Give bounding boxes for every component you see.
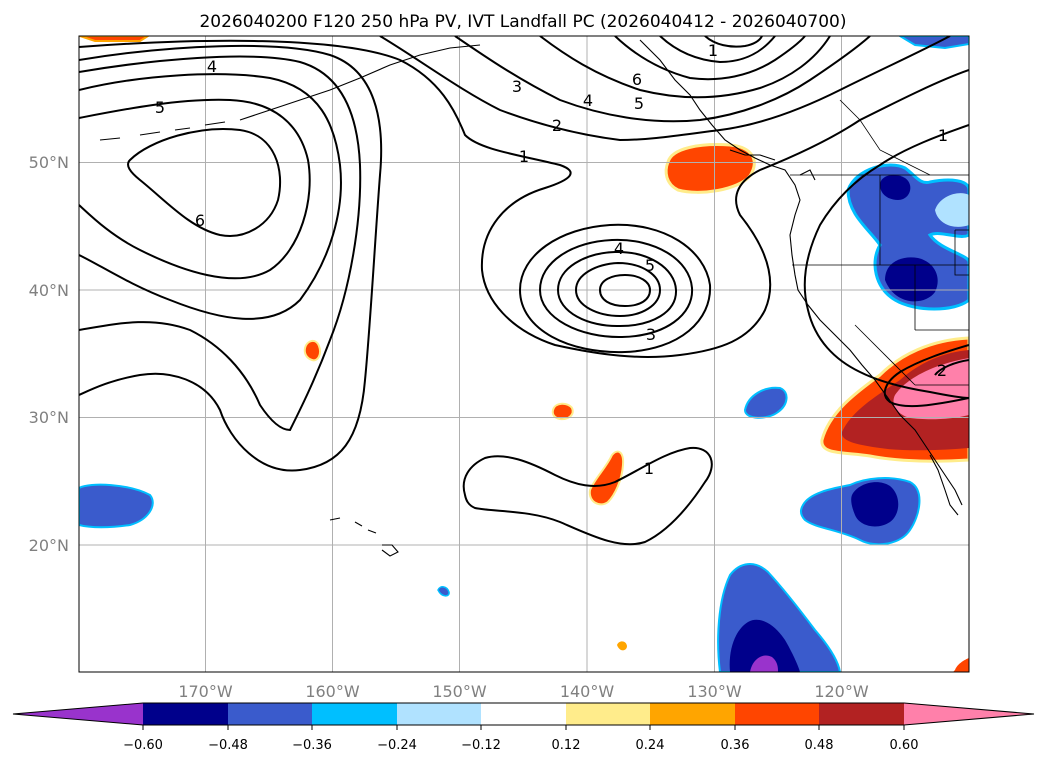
- state-borders: [790, 99, 969, 386]
- lat-label: 20°N: [29, 536, 69, 555]
- contour-label: 2: [937, 361, 947, 380]
- colorbar-tick-label: 0.60: [890, 738, 919, 753]
- contour-label: 4: [207, 57, 217, 76]
- negative-anomaly-region: [437, 586, 450, 597]
- colorbar-swatch: [143, 703, 228, 725]
- positive-anomaly-core: [893, 358, 969, 420]
- contour-label: 5: [155, 98, 165, 117]
- contour-label: 4: [583, 91, 593, 110]
- positive-anomaly-region: [303, 340, 322, 362]
- colorbar-swatch: [13, 703, 143, 725]
- lon-label: 120°W: [814, 682, 869, 701]
- colorbar-tick-label: −0.48: [208, 738, 248, 753]
- figure-title: 2026040200 F120 250 hPa PV, IVT Landfall…: [199, 12, 846, 32]
- colorbar-tick-label: −0.60: [123, 738, 163, 753]
- colorbar-swatch: [735, 703, 819, 725]
- colorbar-ticks: [142, 725, 905, 730]
- positive-anomaly-region: [953, 658, 969, 672]
- positive-anomaly-region: [617, 641, 627, 651]
- colorbar-tick-label: 0.12: [552, 738, 581, 753]
- contour-label: 1: [708, 41, 718, 60]
- colorbar-tick-label: −0.36: [292, 738, 332, 753]
- lon-label: 150°W: [432, 682, 487, 701]
- lat-label: 30°N: [29, 408, 69, 427]
- colorbar-swatch: [481, 703, 566, 725]
- negative-anomaly-extreme: [750, 655, 778, 672]
- longitude-labels: 170°W 160°W 150°W 140°W 130°W 120°W: [178, 682, 869, 701]
- positive-anomaly-region: [551, 402, 574, 421]
- colorbar-swatch: [819, 703, 904, 725]
- contour-labels: 4 5 6 3 4 2 1 1 6 5 4 5 3 1 1 2: [155, 41, 948, 478]
- colorbar-tick-label: −0.24: [377, 738, 417, 753]
- contour-label: 3: [512, 77, 522, 96]
- contour-label: 1: [519, 147, 529, 166]
- contour-label: 5: [645, 256, 655, 275]
- colorbar-tick-label: 0.48: [805, 738, 834, 753]
- positive-anomaly-region: [588, 450, 625, 506]
- colorbar-swatch: [312, 703, 397, 725]
- negative-anomaly-core: [729, 619, 800, 672]
- colorbar-swatch: [566, 703, 650, 725]
- latitude-labels: 50°N 40°N 30°N 20°N: [29, 153, 69, 555]
- colorbar-tick-label: 0.36: [721, 738, 750, 753]
- lat-label: 50°N: [29, 153, 69, 172]
- negative-anomaly-core: [851, 482, 899, 527]
- contour-label: 5: [634, 94, 644, 113]
- map-background: [79, 36, 969, 672]
- positive-anomaly-region: [79, 36, 150, 42]
- lat-label: 40°N: [29, 281, 69, 300]
- lon-label: 160°W: [305, 682, 360, 701]
- contour-label: 4: [614, 239, 624, 258]
- contour-label: 1: [644, 459, 654, 478]
- lon-label: 140°W: [560, 682, 615, 701]
- colorbar-tick-label: −0.12: [461, 738, 501, 753]
- lon-label: 130°W: [687, 682, 742, 701]
- negative-anomaly-region: [935, 193, 969, 227]
- contour-label: 3: [646, 325, 656, 344]
- map-panel: 4 5 6 3 4 2 1 1 6 5 4 5 3 1 1 2: [78, 35, 970, 673]
- colorbar-tick-label: 0.24: [636, 738, 665, 753]
- negative-anomaly-region: [898, 36, 969, 50]
- pv-contours: [79, 36, 969, 546]
- contour-label: 2: [552, 116, 562, 135]
- lon-label: 170°W: [178, 682, 233, 701]
- contour-label: 6: [632, 70, 642, 89]
- map-frame: [78, 35, 970, 673]
- negative-anomaly-core: [880, 174, 911, 200]
- gridlines: [79, 36, 969, 672]
- negative-anomaly-region: [79, 483, 154, 529]
- colorbar: −0.60 −0.48 −0.36 −0.24 −0.12 0.12 0.24 …: [12, 702, 1035, 753]
- colorbar-swatch: [650, 703, 735, 725]
- contour-label: 6: [195, 211, 205, 230]
- colorbar-swatch: [904, 703, 1034, 725]
- colorbar-swatch: [228, 703, 312, 725]
- contour-label: 1: [938, 126, 948, 145]
- colorbar-swatch: [397, 703, 481, 725]
